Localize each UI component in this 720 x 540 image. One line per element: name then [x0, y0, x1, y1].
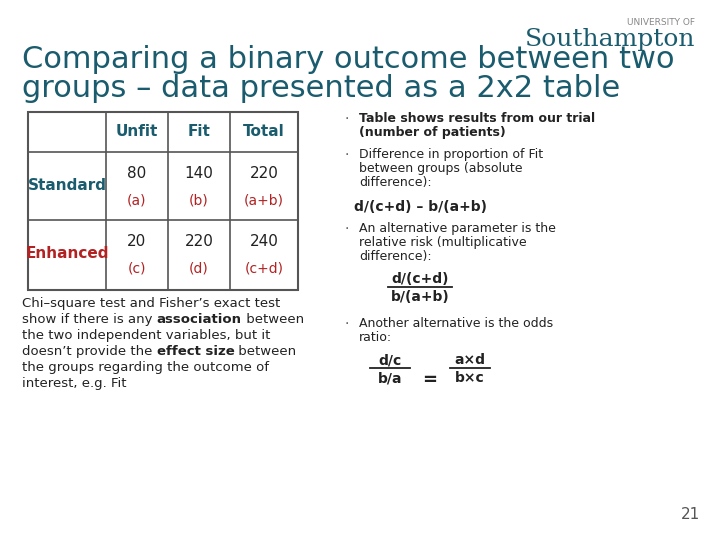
Text: (a+b): (a+b): [244, 193, 284, 207]
Text: Southampton: Southampton: [524, 28, 695, 51]
Text: 21: 21: [680, 507, 700, 522]
Text: ·: ·: [345, 317, 349, 331]
Text: between groups (absolute: between groups (absolute: [359, 162, 523, 175]
Text: show if there is any: show if there is any: [22, 313, 157, 326]
Text: 20: 20: [127, 234, 147, 249]
Text: difference):: difference):: [359, 176, 431, 189]
Text: groups – data presented as a 2x2 table: groups – data presented as a 2x2 table: [22, 74, 620, 103]
Text: Total: Total: [243, 125, 285, 139]
Text: the groups regarding the outcome of: the groups regarding the outcome of: [22, 361, 269, 374]
Text: ·: ·: [345, 222, 349, 236]
Bar: [28, 112, 298, 290]
Text: d/c: d/c: [379, 353, 402, 367]
Text: Another alternative is the odds: Another alternative is the odds: [359, 317, 553, 330]
Text: (number of patients): (number of patients): [359, 126, 505, 139]
Text: ·: ·: [345, 148, 349, 162]
Text: 140: 140: [184, 166, 213, 181]
Text: (a): (a): [127, 193, 147, 207]
Text: between: between: [235, 345, 297, 358]
Text: relative risk (multiplicative: relative risk (multiplicative: [359, 236, 526, 249]
Text: 240: 240: [250, 234, 279, 249]
Text: b×c: b×c: [455, 371, 485, 385]
Text: a×d: a×d: [454, 353, 485, 367]
Text: Unfit: Unfit: [116, 125, 158, 139]
Text: 220: 220: [184, 234, 213, 249]
Text: Comparing a binary outcome between two: Comparing a binary outcome between two: [22, 45, 675, 74]
Text: 80: 80: [127, 166, 147, 181]
Text: ·: ·: [345, 112, 349, 126]
Text: difference):: difference):: [359, 250, 431, 263]
Text: (b): (b): [189, 193, 209, 207]
Text: d/(c+d) – b/(a+b): d/(c+d) – b/(a+b): [354, 200, 487, 214]
Text: UNIVERSITY OF: UNIVERSITY OF: [627, 18, 695, 27]
Text: Table shows results from our trial: Table shows results from our trial: [359, 112, 595, 125]
Text: Fit: Fit: [188, 125, 210, 139]
Text: (d): (d): [189, 261, 209, 275]
Text: ratio:: ratio:: [359, 331, 392, 344]
Text: between: between: [242, 313, 304, 326]
Text: interest, e.g. Fit: interest, e.g. Fit: [22, 377, 127, 390]
Text: b/a: b/a: [378, 371, 402, 385]
Text: effect size: effect size: [157, 345, 235, 358]
Text: d/(c+d): d/(c+d): [391, 272, 449, 286]
Text: Chi–square test and Fisher’s exact test: Chi–square test and Fisher’s exact test: [22, 297, 280, 310]
Text: =: =: [423, 371, 438, 389]
Text: b/(a+b): b/(a+b): [391, 290, 449, 304]
Text: doesn’t provide the: doesn’t provide the: [22, 345, 157, 358]
Text: An alternative parameter is the: An alternative parameter is the: [359, 222, 556, 235]
Text: 220: 220: [250, 166, 279, 181]
Text: (c+d): (c+d): [245, 261, 284, 275]
Text: the two independent variables, but it: the two independent variables, but it: [22, 329, 271, 342]
Text: Difference in proportion of Fit: Difference in proportion of Fit: [359, 148, 543, 161]
Text: Enhanced: Enhanced: [25, 246, 109, 261]
Text: association: association: [157, 313, 242, 326]
Text: Standard: Standard: [27, 179, 107, 193]
Text: (c): (c): [127, 261, 146, 275]
